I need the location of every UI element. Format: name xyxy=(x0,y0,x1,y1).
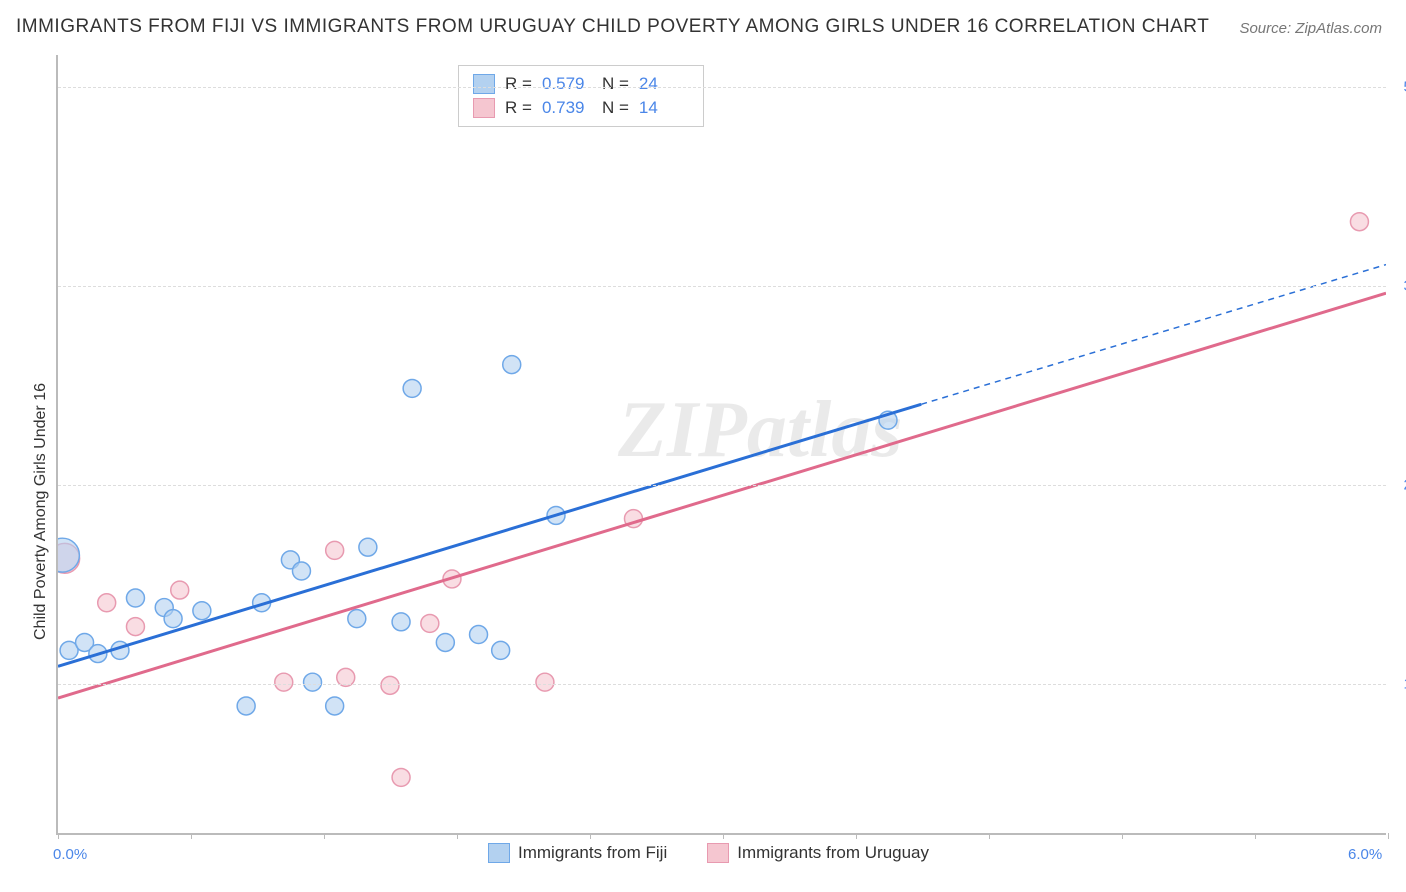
swatch-series1-icon xyxy=(488,843,510,863)
chart-title: IMMIGRANTS FROM FIJI VS IMMIGRANTS FROM … xyxy=(16,16,1209,38)
y-tick-label: 50.0% xyxy=(1391,78,1406,95)
legend-label-series2: Immigrants from Uruguay xyxy=(737,843,929,863)
x-tick-label: 6.0% xyxy=(1348,846,1382,863)
n-value-2: 14 xyxy=(639,98,689,118)
stats-legend-box: R = 0.579 N = 24 R = 0.739 N = 14 xyxy=(458,65,704,127)
r-value-1: 0.579 xyxy=(542,74,592,94)
y-axis-label: Child Poverty Among Girls Under 16 xyxy=(32,383,50,640)
legend-item-series1: Immigrants from Fiji xyxy=(488,843,667,863)
r-label: R = xyxy=(505,74,532,94)
bottom-legend: Immigrants from Fiji Immigrants from Uru… xyxy=(488,843,929,863)
scatter-svg xyxy=(58,55,1386,833)
y-tick-label: 12.5% xyxy=(1391,675,1406,692)
stats-row-series1: R = 0.579 N = 24 xyxy=(473,72,689,96)
n-label: N = xyxy=(602,74,629,94)
legend-item-series2: Immigrants from Uruguay xyxy=(707,843,929,863)
legend-label-series1: Immigrants from Fiji xyxy=(518,843,667,863)
stats-row-series2: R = 0.739 N = 14 xyxy=(473,96,689,120)
swatch-series1 xyxy=(473,74,495,94)
source-label: Source: ZipAtlas.com xyxy=(1239,20,1382,37)
swatch-series2-icon xyxy=(707,843,729,863)
n-value-1: 24 xyxy=(639,74,689,94)
y-tick-label: 25.0% xyxy=(1391,476,1406,493)
swatch-series2 xyxy=(473,98,495,118)
n-label: N = xyxy=(602,98,629,118)
r-value-2: 0.739 xyxy=(542,98,592,118)
x-tick-label: 0.0% xyxy=(53,846,87,863)
r-label: R = xyxy=(505,98,532,118)
chart-plot-area: ZIPatlas R = 0.579 N = 24 R = 0.739 N = … xyxy=(56,55,1386,835)
y-tick-label: 37.5% xyxy=(1391,277,1406,294)
